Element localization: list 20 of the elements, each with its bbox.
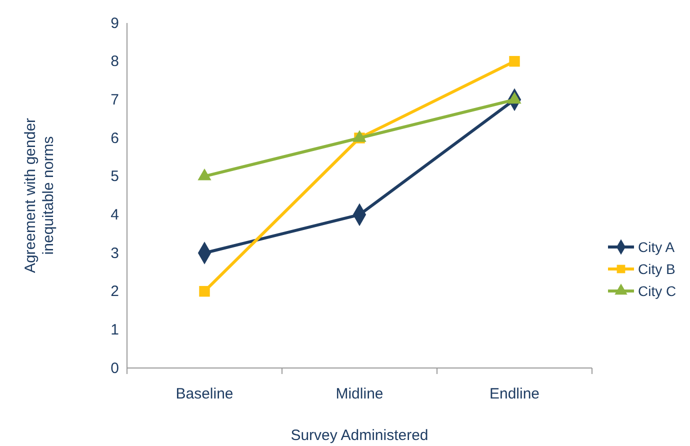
y-tick-label: 8	[110, 53, 119, 70]
y-tick-label: 2	[110, 283, 119, 300]
x-axis-title: Survey Administered	[290, 427, 428, 444]
y-tick-label: 9	[110, 14, 119, 32]
x-tick-label: Midline	[336, 386, 384, 403]
point	[199, 286, 210, 297]
legend-label: City C	[638, 282, 676, 299]
y-axis-title: Agreement with gender inequitable norms	[22, 118, 57, 274]
x-tick-label: Endline	[489, 386, 540, 403]
y-tick-label: 3	[110, 244, 119, 262]
legend-label: City B	[638, 260, 676, 277]
legend-label: City A	[638, 238, 676, 255]
y-tick-label: 1	[110, 321, 119, 338]
y-tick-label: 5	[110, 168, 119, 186]
y-tick-label: 7	[110, 91, 119, 108]
y-tick-label: 6	[110, 130, 119, 147]
x-tick-label: Baseline	[176, 386, 234, 403]
y-tick-label: 0	[110, 360, 119, 377]
y-tick-label: 4	[110, 206, 119, 224]
point	[509, 56, 520, 67]
